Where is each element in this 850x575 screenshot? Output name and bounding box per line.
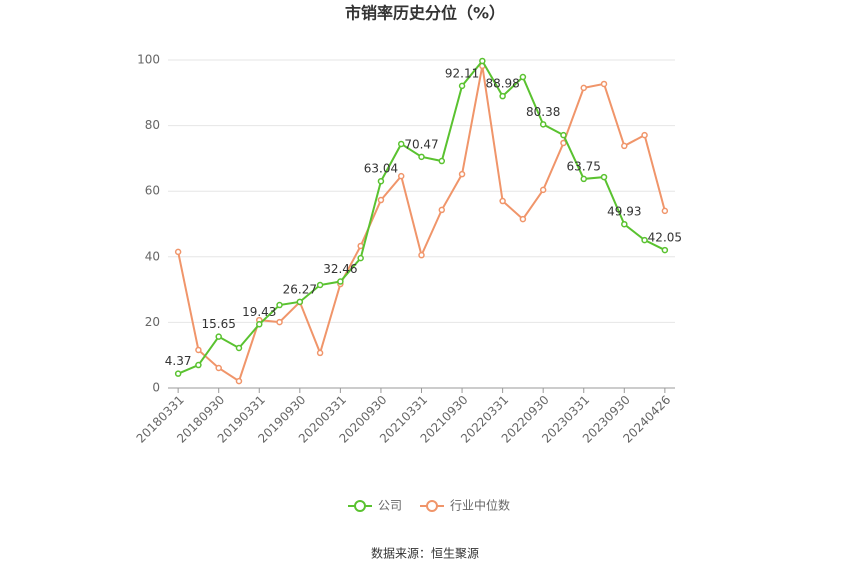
point	[519, 73, 527, 81]
legend-label: 行业中位数	[450, 498, 510, 513]
data-label: 32.46	[323, 262, 357, 276]
point	[661, 207, 669, 215]
legend-marker	[354, 500, 366, 512]
point	[560, 131, 567, 139]
data-label: 63.75	[567, 159, 601, 173]
point	[560, 139, 567, 147]
point	[316, 281, 324, 289]
point	[458, 82, 466, 90]
data-label: 42.05	[648, 231, 682, 245]
point	[519, 215, 527, 223]
data-label: 70.47	[404, 137, 438, 151]
point	[397, 172, 405, 180]
point	[174, 248, 182, 256]
point	[621, 220, 628, 228]
point	[600, 173, 608, 181]
data-label: 19.43	[242, 305, 276, 319]
point	[195, 361, 202, 369]
point	[377, 196, 385, 204]
point	[580, 175, 587, 183]
series-line	[177, 59, 666, 375]
point	[337, 278, 344, 285]
point	[256, 321, 263, 328]
y-tick-label: 0	[152, 381, 160, 395]
data-label: 26.27	[283, 282, 317, 296]
point	[661, 246, 669, 254]
chart-title: 市销率历史分位（%）	[345, 4, 505, 23]
point	[235, 344, 243, 352]
y-tick-label: 60	[145, 184, 160, 198]
data-label: 15.65	[202, 317, 236, 331]
data-label: 63.04	[364, 162, 398, 176]
legend-label: 公司	[378, 499, 402, 513]
data-label: 80.38	[526, 105, 560, 119]
point	[499, 197, 506, 205]
point	[397, 140, 405, 148]
point	[580, 84, 587, 92]
point	[641, 131, 648, 139]
point	[316, 349, 324, 357]
point	[600, 80, 608, 88]
point	[195, 346, 202, 354]
point	[539, 186, 547, 194]
y-tick-label: 20	[145, 315, 160, 329]
data-label: 92.11	[445, 66, 479, 80]
point	[621, 142, 628, 150]
data-label: 88.98	[485, 77, 519, 91]
point	[438, 206, 446, 214]
point	[215, 333, 222, 340]
source: 数据来源：恒生聚源	[371, 546, 479, 561]
point	[235, 377, 243, 385]
y-tick-label: 40	[145, 249, 160, 263]
data-label: 49.93	[607, 205, 641, 219]
point	[418, 153, 425, 161]
point	[479, 57, 486, 65]
point	[296, 298, 304, 306]
legend-marker	[426, 500, 438, 512]
point	[539, 121, 547, 128]
point	[174, 370, 182, 377]
point	[215, 364, 222, 372]
y-tick-label: 80	[145, 118, 160, 132]
point	[458, 170, 466, 178]
point	[641, 236, 648, 244]
point	[499, 92, 506, 100]
point	[357, 254, 364, 262]
point	[276, 318, 283, 326]
y-tick-label: 100	[137, 53, 160, 67]
point	[377, 177, 385, 185]
point	[418, 251, 425, 259]
point	[438, 157, 446, 165]
point	[276, 301, 283, 309]
data-label: 4.37	[165, 354, 192, 368]
